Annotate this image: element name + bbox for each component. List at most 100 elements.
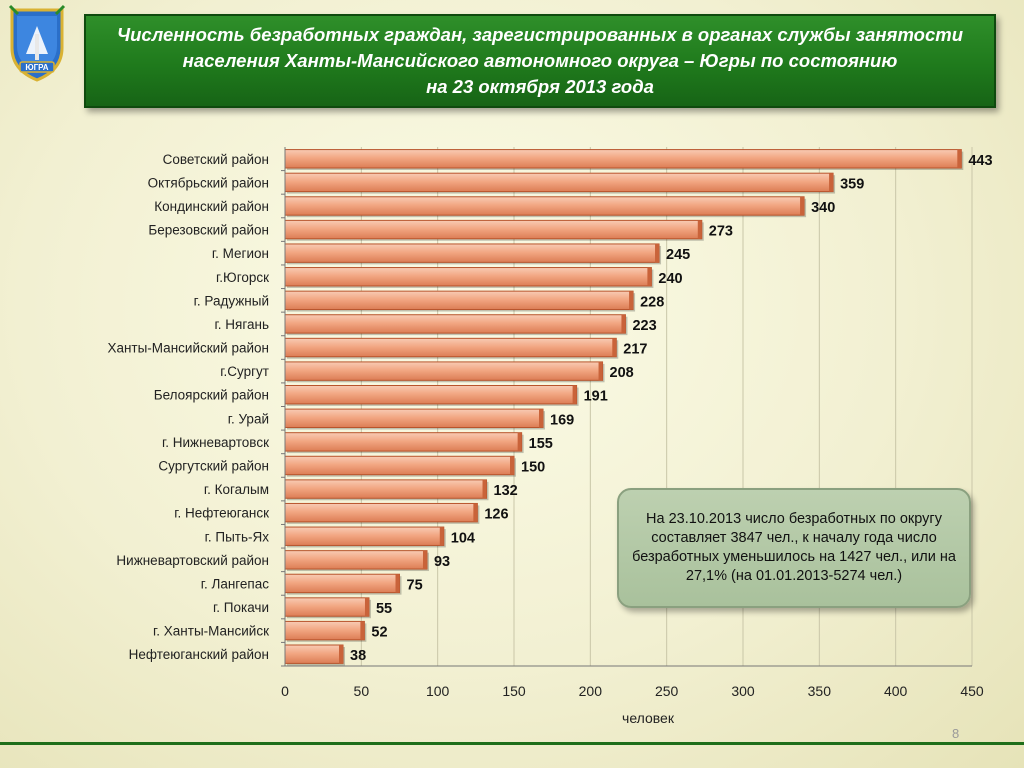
bar <box>284 196 805 216</box>
data-label: 245 <box>666 247 690 263</box>
bar <box>284 526 445 546</box>
data-label: 132 <box>494 483 518 499</box>
bar <box>284 573 400 594</box>
bar <box>284 385 578 405</box>
data-label: 52 <box>371 625 387 641</box>
category-label: г. Урай <box>228 411 269 426</box>
category-label: г. Нягань <box>215 317 269 332</box>
summary-note-text: На 23.10.2013 число безработных по округ… <box>632 511 956 584</box>
category-label: г. Нижневартовск <box>162 435 269 450</box>
category-label: Березовский район <box>148 223 269 238</box>
bar-cap <box>482 479 487 499</box>
data-label: 191 <box>584 389 608 405</box>
bar <box>284 314 626 334</box>
bar <box>284 550 428 570</box>
bar-cap <box>629 291 634 310</box>
summary-note: На 23.10.2013 число безработных по округ… <box>617 488 971 608</box>
category-label: Нефтеюганский район <box>129 647 269 662</box>
data-label: 126 <box>484 507 508 523</box>
bar <box>284 243 660 263</box>
data-label: 208 <box>610 365 634 381</box>
category-label: Сургутский район <box>158 458 269 473</box>
data-label: 75 <box>407 577 423 593</box>
x-axis-title: человек <box>622 710 675 726</box>
data-label: 240 <box>658 271 682 287</box>
bar-cap <box>539 409 544 428</box>
bar <box>284 361 604 381</box>
bar <box>284 502 478 523</box>
bar-cap <box>339 645 344 664</box>
data-label: 228 <box>640 294 664 310</box>
x-tick-label: 250 <box>655 683 679 699</box>
bar-cap <box>598 361 603 381</box>
bar <box>284 620 365 641</box>
x-tick-label: 0 <box>281 683 289 699</box>
bar-cap <box>360 621 365 640</box>
bar <box>284 644 344 664</box>
bar <box>284 455 515 476</box>
bar-cap <box>395 574 400 593</box>
emblem-text: ЮГРА <box>25 63 48 72</box>
category-label: Белоярский район <box>154 388 269 403</box>
bar <box>284 479 488 499</box>
data-label: 93 <box>434 554 450 570</box>
bar <box>284 267 652 287</box>
x-tick-label: 100 <box>426 683 450 699</box>
bar-cap <box>364 597 369 617</box>
category-label: Октябрьский район <box>148 175 269 190</box>
bar <box>284 290 634 311</box>
bar-cap <box>439 527 444 546</box>
bar-cap <box>697 220 702 239</box>
bar-cap <box>655 243 660 263</box>
bar-cap <box>829 173 834 192</box>
category-label: г. Покачи <box>213 600 269 615</box>
data-label: 443 <box>968 153 992 169</box>
bar <box>284 432 523 452</box>
title-line-2: населения Ханты-Мансийского автономного … <box>182 50 898 71</box>
bar-cap <box>572 385 577 404</box>
bar <box>284 597 370 617</box>
footer-divider <box>0 742 1024 745</box>
data-label: 55 <box>376 601 392 617</box>
bar <box>284 337 617 358</box>
data-label: 217 <box>623 342 647 358</box>
bar-cap <box>510 456 514 475</box>
x-tick-label: 350 <box>808 683 832 699</box>
page-number: 8 <box>952 726 960 741</box>
category-label: г. Пыть-Ях <box>205 529 270 544</box>
bar-cap <box>517 432 522 452</box>
data-label: 38 <box>350 648 366 664</box>
title-line-3: на 23 октября 2013 года <box>426 76 654 97</box>
data-label: 150 <box>521 459 545 475</box>
x-tick-label: 400 <box>884 683 908 699</box>
page-title: Численность безработных граждан, зарегис… <box>93 22 987 100</box>
coat-of-arms-icon: ЮГРА <box>8 4 66 82</box>
data-label: 359 <box>840 176 864 192</box>
category-label: г. Лангепас <box>201 576 270 591</box>
category-label: Нижневартовский район <box>116 553 269 568</box>
bar <box>284 219 703 240</box>
bar <box>284 408 544 428</box>
x-tick-label: 300 <box>731 683 755 699</box>
data-label: 169 <box>550 412 574 428</box>
category-label: г. Ханты-Мансийск <box>153 624 269 639</box>
data-label: 273 <box>709 224 733 240</box>
bar <box>284 172 834 193</box>
category-label: Ханты-Мансийский район <box>107 341 269 356</box>
category-label: г. Мегион <box>212 246 269 261</box>
bar-cap <box>422 550 427 570</box>
data-label: 155 <box>529 436 553 452</box>
x-tick-label: 200 <box>579 683 603 699</box>
category-label: г. Когалым <box>204 482 269 497</box>
title-banner: Численность безработных граждан, зарегис… <box>84 14 996 108</box>
bar <box>284 149 962 169</box>
bar-cap <box>612 338 617 357</box>
x-tick-label: 150 <box>502 683 526 699</box>
title-line-1: Численность безработных граждан, зарегис… <box>117 24 963 45</box>
category-label: Кондинский район <box>154 199 269 214</box>
bar-cap <box>647 267 652 286</box>
category-label: г.Сургут <box>220 364 269 379</box>
bar-cap <box>473 503 478 522</box>
data-label: 104 <box>451 530 475 546</box>
